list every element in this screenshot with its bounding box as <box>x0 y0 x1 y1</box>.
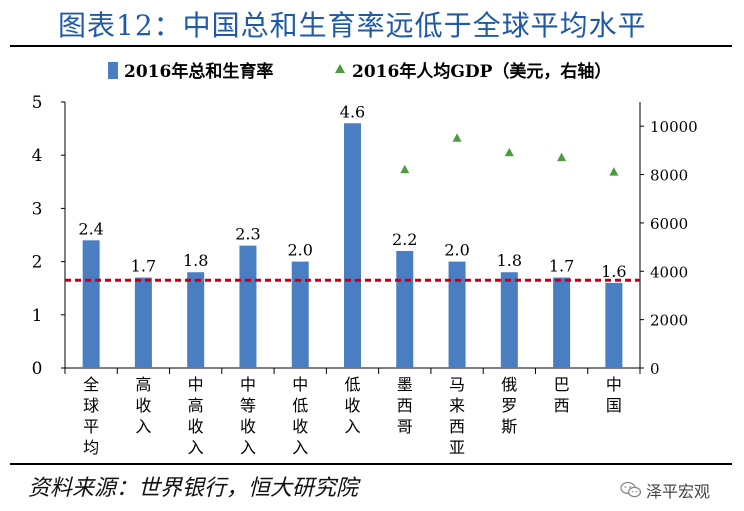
bar <box>134 277 152 368</box>
bar-data-label: 1.7 <box>131 257 156 276</box>
watermark-text: 泽平宏观 <box>646 482 711 501</box>
bar-data-label: 1.7 <box>549 257 574 276</box>
gdp-point <box>400 164 410 174</box>
bar <box>396 250 414 368</box>
y-left-tick-label: 4 <box>32 146 43 166</box>
bar <box>82 240 100 368</box>
chart: 2016年总和生育率 2016年人均GDP（美元，右轴） 0 1 2 3 4 5 0 2000 4… <box>32 61 698 457</box>
data-labels: 2.4 1.7 1.8 2.3 2.0 4.6 2.2 2.0 1.8 1.7 1.6 <box>78 102 626 281</box>
title-divider <box>10 45 732 47</box>
legend-label-scatter: 2016年人均GDP（美元，右轴） <box>352 61 611 82</box>
watermark: 泽平宏观 <box>620 478 710 502</box>
legend-swatch-scatter <box>335 64 345 73</box>
bar <box>553 277 571 368</box>
x-tick-label: 墨西哥 <box>397 375 413 436</box>
y-right-tick-label: 2000 <box>650 312 688 330</box>
bar-data-label: 2.0 <box>288 241 313 260</box>
x-tick-label: 巴西 <box>554 375 570 415</box>
y-right-tick-label: 0 <box>650 360 660 378</box>
bar-data-label: 2.4 <box>78 219 103 238</box>
bar <box>239 245 257 368</box>
bar <box>500 272 518 368</box>
scatter-points <box>400 133 619 176</box>
y-right-tick-label: 8000 <box>650 167 688 185</box>
y-left-tick-label: 1 <box>32 306 43 326</box>
gdp-point <box>504 147 514 157</box>
y-right-tick-label: 4000 <box>650 263 688 281</box>
y-left-tick-label: 3 <box>32 199 43 219</box>
bar-data-label: 1.8 <box>183 251 208 270</box>
bars <box>82 123 623 368</box>
x-tick-label: 全球平均 <box>83 375 99 457</box>
source-note: 资料来源：世界银行，恒大研究院 <box>28 476 359 501</box>
x-tick-label: 中高收入 <box>188 375 204 457</box>
bar-data-label: 1.8 <box>497 251 522 270</box>
bar-data-label: 4.6 <box>340 102 365 121</box>
y-right-tick-label: 10000 <box>650 118 698 136</box>
bar <box>187 272 205 368</box>
y-left-tick-label: 2 <box>32 253 43 273</box>
legend-swatch-bar <box>108 62 118 79</box>
page-title: 图表12：中国总和生育率远低于全球平均水平 <box>58 9 647 42</box>
wechat-icon <box>620 481 642 498</box>
bar-data-label: 2.2 <box>392 230 417 249</box>
bar-data-label: 1.6 <box>601 262 626 281</box>
x-tick-label: 高收入 <box>135 375 151 436</box>
x-tick-label: 中等收入 <box>240 375 256 457</box>
gdp-point <box>609 167 619 176</box>
gdp-point <box>557 152 567 162</box>
gdp-point <box>452 133 462 142</box>
bar <box>605 282 623 368</box>
bar-data-label: 2.3 <box>235 225 260 244</box>
legend: 2016年总和生育率 2016年人均GDP（美元，右轴） <box>108 61 611 82</box>
x-tick-label: 低收入 <box>344 375 360 436</box>
x-tick-label: 中国 <box>606 375 622 415</box>
x-tick-label: 马来西亚 <box>449 375 465 457</box>
x-tick-label: 中低收入 <box>292 375 308 457</box>
bar-data-label: 2.0 <box>444 241 469 260</box>
x-tick-label: 俄罗斯 <box>501 375 517 436</box>
y-left-tick-label: 0 <box>32 359 43 379</box>
bar <box>291 261 309 368</box>
bar <box>448 261 466 368</box>
y-left-tick-label: 5 <box>32 93 43 113</box>
y-right-tick-label: 6000 <box>650 215 688 233</box>
bar <box>344 123 361 368</box>
legend-label-bar: 2016年总和生育率 <box>124 61 273 82</box>
footer-divider <box>10 463 732 465</box>
axes: 0 1 2 3 4 5 0 2000 4000 6000 8000 10000 <box>32 93 698 379</box>
